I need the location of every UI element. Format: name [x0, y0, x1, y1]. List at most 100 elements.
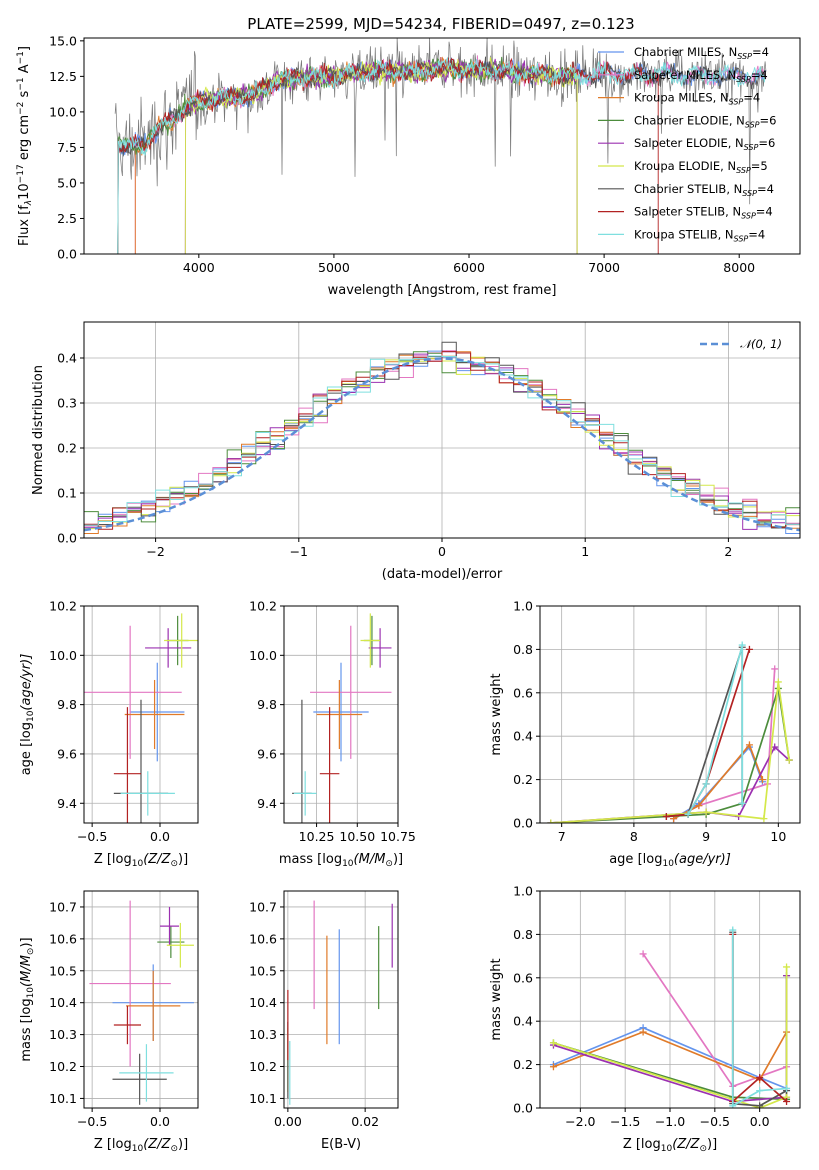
plot-area: [292, 613, 392, 823]
marker-kroupa_stelib: [684, 810, 692, 818]
x-tick-label: −1: [290, 544, 308, 559]
legend-sub: SSP: [742, 189, 757, 198]
y-tick-label: 0.0: [513, 1101, 533, 1116]
x-axis-label: (data-model)/error: [382, 567, 503, 582]
mass-vs-ebv-panel: 0.00 0.02 10.1 10.2 10.3 10.4 10.5 10.6 10.7 E(B-…: [249, 890, 399, 1152]
x-label-main: mass [log: [279, 852, 342, 867]
marker-salpeter_miles: [771, 665, 779, 673]
grid: [540, 605, 800, 824]
x-label-sub: 10: [342, 859, 354, 869]
x-label-main: age [log: [609, 852, 662, 867]
marker-kroupa_stelib: [702, 780, 710, 788]
y-label-part: −1: [16, 51, 26, 64]
legend-end: =4: [756, 205, 773, 219]
marker-kroupa_elodie: [774, 678, 782, 686]
y-label-end: ]: [17, 46, 32, 51]
axes: 4000 5000 6000 7000 8000 0.0 2.5 5.0 7.5 10.0 12.5…: [49, 33, 801, 275]
x-label-main: Z [log: [623, 1137, 661, 1152]
y-label-part: −17: [16, 164, 26, 183]
legend-text: Salpeter MILES, N: [634, 68, 736, 82]
legend-label: Kroupa ELODIE, NSSP=5: [634, 159, 768, 175]
x-tick-label: −2: [146, 544, 164, 559]
y-tick-label: 12.5: [49, 69, 77, 84]
legend-text: Chabrier STELIB, N: [634, 182, 742, 196]
series-line-kroupa_stelib: [687, 644, 744, 815]
y-tick-label: 0.8: [513, 927, 533, 942]
y-label-part: λ: [24, 200, 34, 206]
y-tick-label: 10.6: [249, 931, 277, 946]
legend-end: =4: [743, 91, 760, 105]
marker-kroupa_stelib: [738, 799, 746, 807]
x-label-main: Z [log: [94, 1137, 132, 1152]
y-tick-label: 0.0: [57, 531, 77, 546]
y-tick-label: 10.3: [249, 1027, 277, 1042]
series-line-chabrier_stelib: [666, 646, 744, 818]
axes: 0.00 0.02 10.1 10.2 10.3 10.4 10.5 10.6 10.7: [249, 890, 399, 1129]
x-label-end: )]: [178, 1137, 188, 1152]
y-tick-label: 9.4: [257, 796, 277, 811]
y-label-part: A: [17, 64, 32, 77]
x-tick-label: −0.5: [700, 1114, 730, 1129]
x-axis-label: E(B-V): [321, 1137, 361, 1152]
legend-label: 𝒩(0, 1): [740, 337, 782, 351]
x-axis-label: age [log10(age/yr)]: [609, 852, 731, 869]
x-tick-label: 1: [581, 544, 589, 559]
x-label-mid: (Z/Z: [143, 852, 171, 867]
x-tick-label: 7000: [588, 260, 620, 275]
x-tick-label: 0.02: [351, 1114, 379, 1129]
legend-sub: SSP: [744, 143, 759, 152]
legend-text: Kroupa MILES, N: [634, 91, 729, 105]
marker-kroupa_stelib: [783, 1084, 791, 1092]
series-line-kroupa_elodie: [550, 681, 791, 823]
marker-salpeter_stelib: [662, 812, 670, 820]
y-tick-label: 0.2: [57, 441, 77, 456]
legend-end: =4: [748, 227, 765, 241]
marker-kroupa_miles: [758, 776, 766, 784]
y-label-sub: 10: [26, 710, 36, 722]
gaussian-reference-line: [84, 357, 800, 532]
axes: 10.25 10.50 10.75 9.4 9.6 9.8 10.0 10.2: [249, 599, 416, 845]
x-tick-label: −1.0: [655, 1114, 685, 1129]
plot-area: [549, 926, 791, 1108]
marker-kroupa_stelib: [738, 641, 746, 649]
y-tick-label: 10.7: [49, 899, 77, 914]
plot-area: [287, 900, 393, 1105]
x-label-sub: 10: [132, 1144, 144, 1154]
x-tick-label: 4000: [183, 260, 215, 275]
model-line-salpeter_miles: [134, 55, 767, 254]
y-label-part: erg cm: [17, 115, 32, 164]
series-line-kroupa_elodie: [553, 967, 788, 1108]
plot-area: [84, 613, 198, 823]
x-tick-label: 6000: [453, 260, 485, 275]
y-tick-label: 10.1: [249, 1091, 277, 1106]
y-tick-label: 9.8: [257, 697, 277, 712]
y-tick-label: 0.1: [57, 486, 77, 501]
x-tick-label: 8000: [723, 260, 755, 275]
legend-text: Chabrier MILES, N: [634, 45, 737, 59]
y-tick-label: 10.2: [249, 599, 277, 614]
x-label-sub2: ⊙: [385, 859, 393, 869]
y-label-mid: (M/M: [19, 955, 34, 987]
legend-label: Kroupa MILES, NSSP=4: [634, 91, 760, 107]
x-tick-label: 7: [558, 829, 566, 844]
legend: 𝒩(0, 1): [700, 337, 782, 351]
legend-end: =4: [757, 182, 774, 196]
y-tick-label: 0.8: [513, 642, 533, 657]
marker-kroupa_elodie: [785, 756, 793, 764]
x-tick-label: 8: [630, 829, 638, 844]
x-tick-label: −0.5: [77, 829, 107, 844]
y-axis-label: Normed distribution: [31, 365, 46, 495]
spectrum-panel: 4000 5000 6000 7000 8000 0.0 2.5 5.0 7.5 10.0 12.5…: [16, 33, 801, 298]
marker-chabrier_stelib: [756, 1102, 764, 1108]
y-label-part: −2: [16, 102, 26, 115]
x-label-end: )]: [393, 852, 403, 867]
model-line-chabrier_miles: [117, 57, 767, 254]
x-axis-label: Z [log10(Z/Z⊙)]: [94, 852, 188, 869]
axes-frame: [83, 321, 801, 539]
legend-sub: SSP: [745, 120, 760, 129]
x-tick-label: 10.25: [299, 829, 335, 844]
legend-sub: SSP: [737, 52, 752, 61]
